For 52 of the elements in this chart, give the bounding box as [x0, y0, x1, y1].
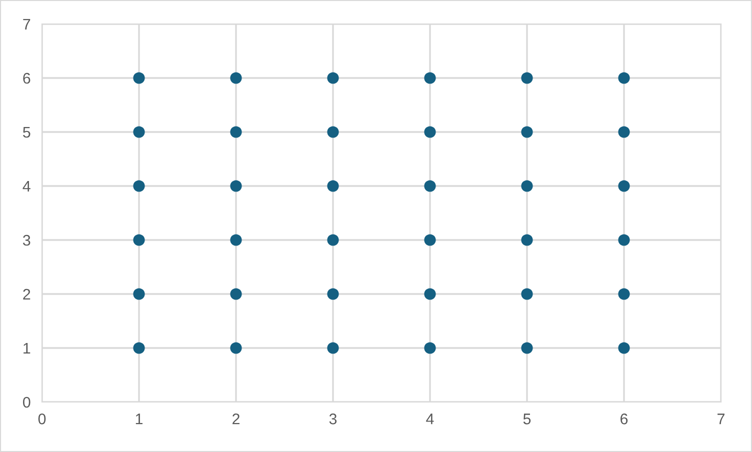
y-tick-label: 0	[22, 396, 30, 408]
y-tick-label: 4	[22, 181, 30, 192]
point	[424, 126, 436, 138]
x-tick-label: 4	[426, 414, 434, 424]
point	[618, 126, 630, 138]
point	[327, 288, 339, 300]
point	[133, 288, 145, 300]
point	[327, 342, 339, 354]
point	[521, 126, 533, 138]
point	[618, 288, 630, 300]
point	[327, 234, 339, 246]
point	[133, 72, 145, 84]
point	[618, 180, 630, 192]
point	[327, 126, 339, 138]
point	[618, 72, 630, 84]
point	[424, 234, 436, 246]
point	[424, 180, 436, 192]
x-tick-label: 0	[38, 414, 46, 424]
y-tick-label: 5	[23, 127, 30, 138]
point	[327, 180, 339, 192]
x-tick-label: 3	[329, 414, 337, 424]
point	[521, 72, 533, 84]
point	[327, 72, 339, 84]
point	[230, 288, 242, 300]
y-tick-label: 3	[22, 234, 30, 246]
point	[133, 342, 145, 354]
point	[133, 234, 145, 246]
y-tick-label: 1	[24, 343, 30, 354]
point	[521, 288, 533, 300]
point	[521, 234, 533, 246]
point	[230, 234, 242, 246]
y-tick-label: 7	[23, 19, 30, 30]
point	[521, 342, 533, 354]
x-tick-label: 1	[136, 414, 143, 424]
x-tick-label: 5	[523, 414, 531, 424]
point	[230, 72, 242, 84]
point	[133, 180, 145, 192]
point	[618, 342, 630, 354]
x-tick-label: 7	[718, 414, 724, 424]
point	[230, 126, 242, 138]
point	[424, 72, 436, 84]
point	[133, 126, 145, 138]
point	[230, 342, 242, 354]
point	[618, 234, 630, 246]
x-tick-label: 2	[232, 414, 240, 424]
point	[424, 342, 436, 354]
x-tick-label: 6	[620, 414, 628, 424]
y-tick-label: 2	[23, 288, 30, 300]
point	[424, 288, 436, 300]
point	[230, 180, 242, 192]
point	[521, 180, 533, 192]
y-tick-label: 6	[23, 72, 30, 84]
